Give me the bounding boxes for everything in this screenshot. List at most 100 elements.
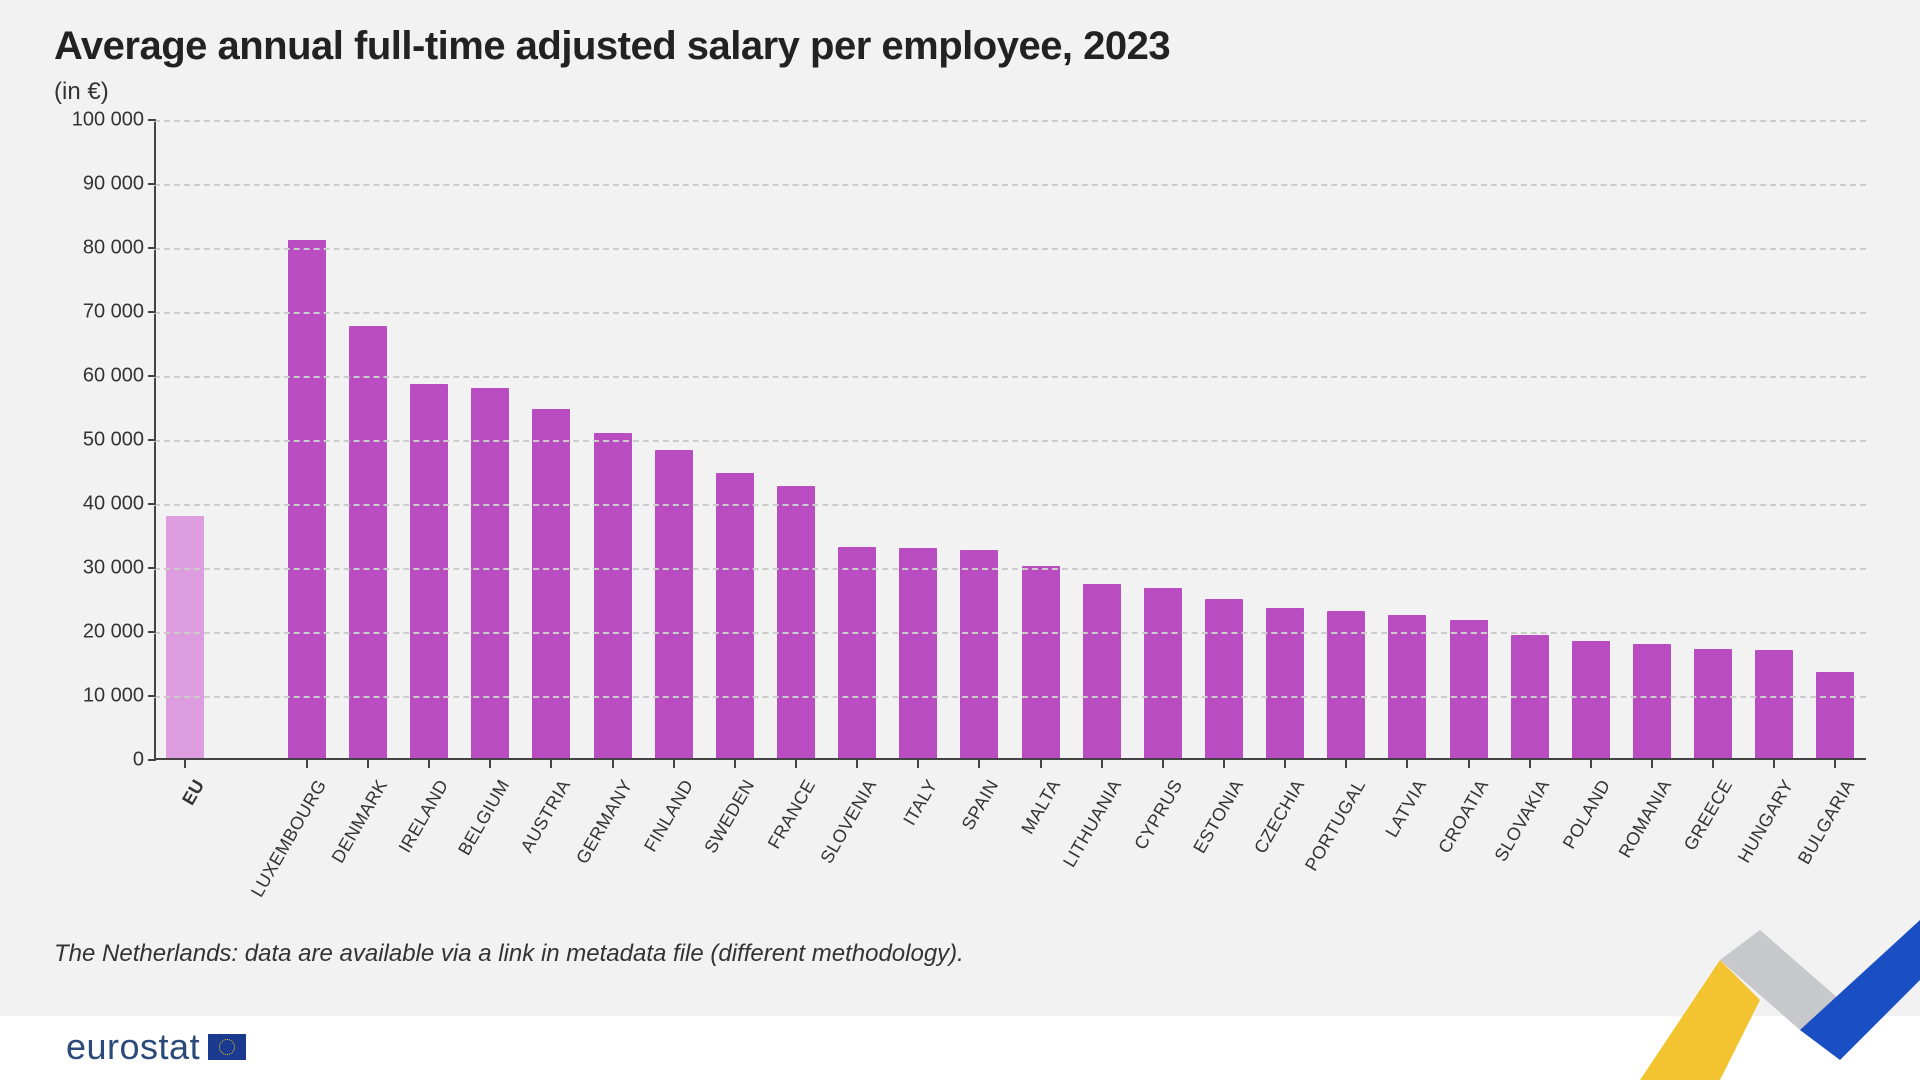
y-tick-label: 80 000 <box>54 237 144 260</box>
x-tick-label: ESTONIA <box>1189 776 1248 857</box>
x-tick-label: CYPRUS <box>1130 776 1187 854</box>
gridline <box>154 184 1866 186</box>
bar <box>1205 599 1243 758</box>
x-tick-label: GERMANY <box>572 776 637 868</box>
y-tick-label: 10 000 <box>54 685 144 708</box>
y-tick-label: 50 000 <box>54 429 144 452</box>
gridline <box>154 312 1866 314</box>
x-tick-label: IRELAND <box>395 776 454 856</box>
y-tick-label: 60 000 <box>54 365 144 388</box>
x-tick-mark <box>184 760 186 768</box>
y-tick-label: 90 000 <box>54 173 144 196</box>
x-tick-mark <box>1468 760 1470 768</box>
x-tick-label: MALTA <box>1017 776 1065 838</box>
bar <box>777 486 815 758</box>
x-tick-mark <box>1345 760 1347 768</box>
x-tick-label: ROMANIA <box>1615 776 1677 862</box>
bar <box>1022 566 1060 758</box>
chart-subtitle: (in €) <box>54 78 109 106</box>
x-tick-mark <box>978 760 980 768</box>
x-tick-mark <box>1651 760 1653 768</box>
x-tick-mark <box>1834 760 1836 768</box>
y-tick-mark <box>148 119 156 121</box>
bar <box>1388 615 1426 758</box>
footnote: The Netherlands: data are available via … <box>54 940 964 968</box>
bar <box>1694 649 1732 758</box>
x-tick-mark <box>1162 760 1164 768</box>
y-tick-mark <box>148 183 156 185</box>
bar <box>1633 644 1671 758</box>
bar <box>288 240 326 758</box>
x-tick-mark <box>428 760 430 768</box>
x-tick-label: SPAIN <box>958 776 1004 834</box>
y-tick-mark <box>148 503 156 505</box>
x-tick-label: CROATIA <box>1434 776 1493 857</box>
bar <box>166 516 204 758</box>
y-tick-label: 40 000 <box>54 493 144 516</box>
x-tick-mark <box>673 760 675 768</box>
x-tick-mark <box>1223 760 1225 768</box>
bar <box>1083 584 1121 758</box>
chart-title: Average annual full-time adjusted salary… <box>54 24 1170 69</box>
y-tick-label: 20 000 <box>54 621 144 644</box>
gridline <box>154 376 1866 378</box>
y-tick-mark <box>148 439 156 441</box>
x-tick-mark <box>795 760 797 768</box>
y-tick-label: 0 <box>54 749 144 772</box>
x-tick-label: SLOVENIA <box>817 776 882 867</box>
x-tick-label: HUNGARY <box>1734 776 1798 867</box>
y-tick-label: 30 000 <box>54 557 144 580</box>
y-tick-mark <box>148 695 156 697</box>
bar <box>1144 588 1182 758</box>
bar <box>594 433 632 758</box>
gridline <box>154 120 1866 122</box>
x-tick-label: CZECHIA <box>1250 776 1309 857</box>
x-tick-label: SWEDEN <box>700 776 759 857</box>
x-tick-label: PORTUGAL <box>1301 776 1370 875</box>
x-tick-label: POLAND <box>1559 776 1615 853</box>
x-tick-mark <box>734 760 736 768</box>
bar <box>471 388 509 758</box>
x-tick-label: LUXEMBOURG <box>247 776 331 901</box>
chart-area: 0 10 000 20 000 30 000 40 000 50 000 60 000 70 … <box>54 120 1866 840</box>
bar <box>1266 608 1304 758</box>
bar <box>1572 641 1610 758</box>
x-tick-mark <box>1529 760 1531 768</box>
x-tick-mark <box>856 760 858 768</box>
eu-flag-icon <box>208 1034 246 1060</box>
x-tick-label: DENMARK <box>328 776 393 867</box>
x-tick-mark <box>1284 760 1286 768</box>
bar <box>1816 672 1854 758</box>
bar <box>960 550 998 758</box>
bar <box>838 547 876 758</box>
gridline <box>154 440 1866 442</box>
x-tick-mark <box>489 760 491 768</box>
y-tick-mark <box>148 759 156 761</box>
gridline <box>154 504 1866 506</box>
gridline <box>154 248 1866 250</box>
x-tick-mark <box>306 760 308 768</box>
y-tick-label: 100 000 <box>54 109 144 132</box>
y-tick-label: 70 000 <box>54 301 144 324</box>
y-tick-mark <box>148 247 156 249</box>
x-tick-label: FINLAND <box>640 776 698 856</box>
gridline <box>154 696 1866 698</box>
x-tick-mark <box>1773 760 1775 768</box>
y-tick-mark <box>148 311 156 313</box>
x-tick-mark <box>550 760 552 768</box>
eurostat-logo: eurostat <box>66 1026 246 1068</box>
gridline <box>154 568 1866 570</box>
bar <box>1450 620 1488 758</box>
x-tick-mark <box>367 760 369 768</box>
x-tick-label: BULGARIA <box>1794 776 1859 868</box>
bar <box>1755 650 1793 758</box>
bar <box>655 450 693 758</box>
x-tick-mark <box>917 760 919 768</box>
x-tick-label: LITHUANIA <box>1059 776 1126 871</box>
bar <box>532 409 570 758</box>
x-tick-label: ITALY <box>900 776 943 829</box>
x-tick-label: LATVIA <box>1382 776 1432 841</box>
x-tick-label: SLOVAKIA <box>1490 776 1554 865</box>
x-tick-mark <box>1590 760 1592 768</box>
x-tick-mark <box>1712 760 1714 768</box>
